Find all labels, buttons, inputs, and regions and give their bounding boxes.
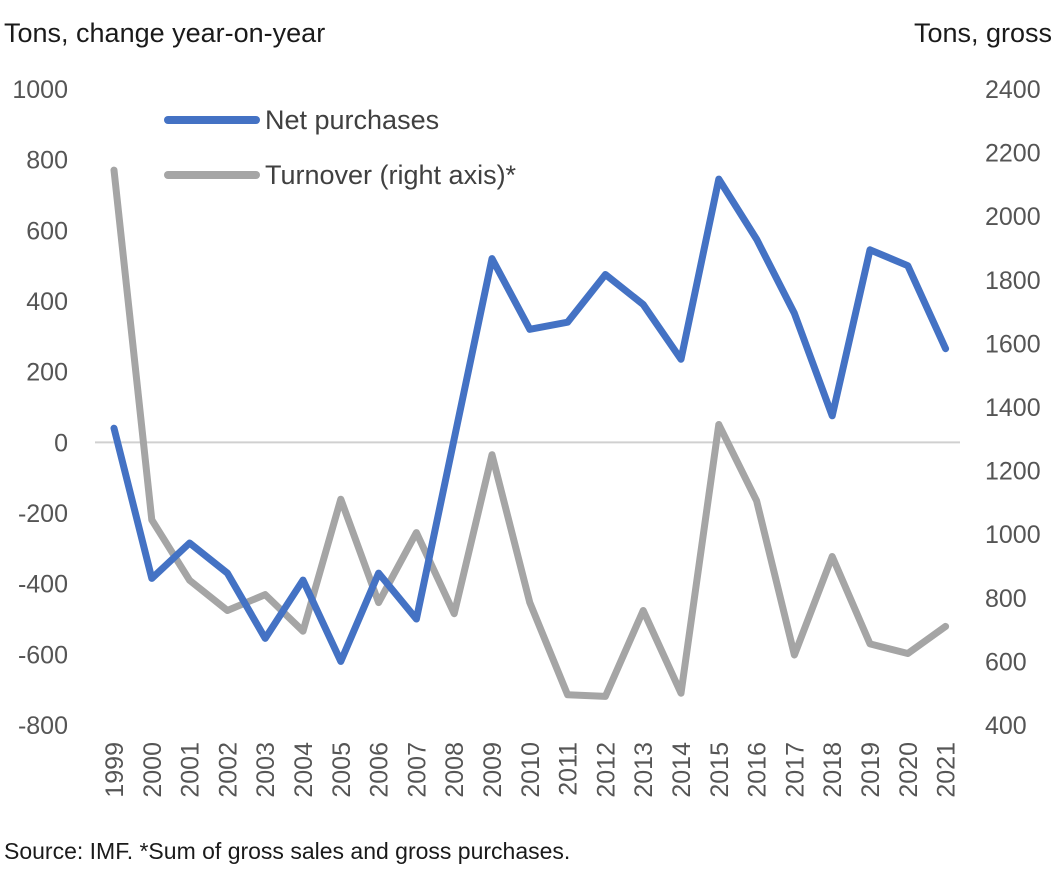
source-note: Source: IMF. *Sum of gross sales and gro… [4, 838, 571, 864]
x-tick-label: 2011 [555, 742, 583, 796]
x-tick-label: 2007 [403, 742, 431, 798]
x-tick-label: 2001 [177, 742, 205, 798]
x-tick-label: 2008 [441, 742, 469, 798]
x-tick-label: 2012 [592, 742, 620, 798]
left-axis-title: Tons, change year-on-year [4, 18, 326, 48]
legend-label: Turnover (right axis)* [265, 160, 517, 190]
left-tick-label: 0 [54, 429, 68, 457]
x-tick-label: 2014 [668, 742, 696, 798]
left-tick-label: 800 [26, 147, 68, 175]
series-line-net-purchases [110, 175, 950, 665]
legend-label: Net purchases [265, 105, 439, 135]
right-tick-label: 800 [985, 585, 1027, 613]
left-tick-label: -800 [18, 712, 68, 740]
x-tick-label: 2005 [328, 742, 356, 798]
right-tick-label: 1800 [985, 267, 1041, 295]
left-tick-label: 600 [26, 217, 68, 245]
right-tick-label: 1600 [985, 330, 1041, 358]
right-tick-label: 400 [985, 712, 1027, 740]
left-tick-label: 1000 [12, 76, 68, 104]
x-tick-label: 2021 [933, 742, 961, 798]
right-axis-title: Tons, gross [913, 18, 1052, 48]
series-line-turnover [110, 166, 950, 700]
left-tick-label: -200 [18, 500, 68, 528]
right-tick-label: 1400 [985, 394, 1041, 422]
left-tick-label: 400 [26, 288, 68, 316]
right-tick-label: 2400 [985, 76, 1041, 104]
right-tick-label: 1200 [985, 458, 1041, 486]
x-tick-label: 2003 [252, 742, 280, 798]
x-tick-label: 2013 [630, 742, 658, 798]
right-tick-label: 2000 [985, 203, 1041, 231]
left-tick-label: -600 [18, 641, 68, 669]
right-tick-label: 2200 [985, 140, 1041, 168]
x-tick-label: 2006 [366, 742, 394, 798]
x-tick-label: 2018 [819, 742, 847, 798]
left-tick-label: 200 [26, 359, 68, 387]
left-tick-label: -400 [18, 571, 68, 599]
x-tick-label: 1999 [101, 742, 129, 798]
x-tick-label: 2015 [706, 742, 734, 798]
x-tick-label: 2004 [290, 742, 318, 798]
x-tick-label: 2017 [781, 742, 809, 798]
x-tick-label: 2019 [857, 742, 885, 798]
x-tick-label: 2002 [214, 742, 242, 798]
right-tick-label: 600 [985, 648, 1027, 676]
x-tick-label: 2016 [744, 742, 772, 798]
x-tick-label: 2009 [479, 742, 507, 798]
right-tick-label: 1000 [985, 521, 1041, 549]
x-tick-label: 2010 [517, 742, 545, 798]
x-tick-label: 2020 [895, 742, 923, 798]
x-tick-label: 2000 [139, 742, 167, 798]
